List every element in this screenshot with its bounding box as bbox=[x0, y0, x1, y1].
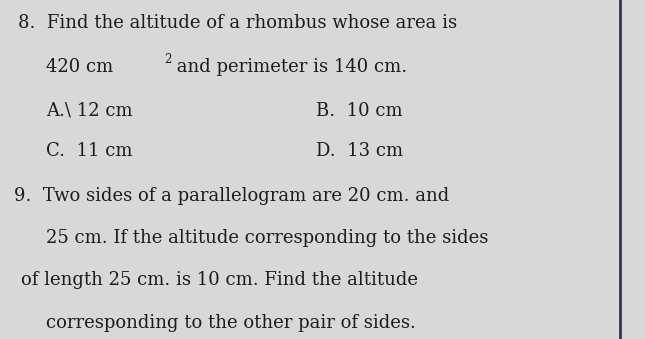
Text: 9.  Two sides of a parallelogram are 20 cm. and: 9. Two sides of a parallelogram are 20 c… bbox=[14, 187, 450, 205]
Text: D.  13 cm: D. 13 cm bbox=[316, 142, 403, 160]
Text: 420 cm: 420 cm bbox=[46, 58, 114, 76]
Text: B.  10 cm: B. 10 cm bbox=[316, 102, 402, 120]
Text: 8.  Find the altitude of a rhombus whose area is: 8. Find the altitude of a rhombus whose … bbox=[18, 14, 457, 32]
Text: 25 cm. If the altitude corresponding to the sides: 25 cm. If the altitude corresponding to … bbox=[46, 229, 489, 247]
Text: A.\ 12 cm: A.\ 12 cm bbox=[46, 102, 133, 120]
Text: of length 25 cm. is 10 cm. Find the altitude: of length 25 cm. is 10 cm. Find the alti… bbox=[21, 271, 418, 288]
Text: corresponding to the other pair of sides.: corresponding to the other pair of sides… bbox=[46, 314, 416, 332]
Text: and perimeter is 140 cm.: and perimeter is 140 cm. bbox=[171, 58, 407, 76]
Text: C.  11 cm: C. 11 cm bbox=[46, 142, 133, 160]
Text: 2: 2 bbox=[164, 53, 172, 65]
